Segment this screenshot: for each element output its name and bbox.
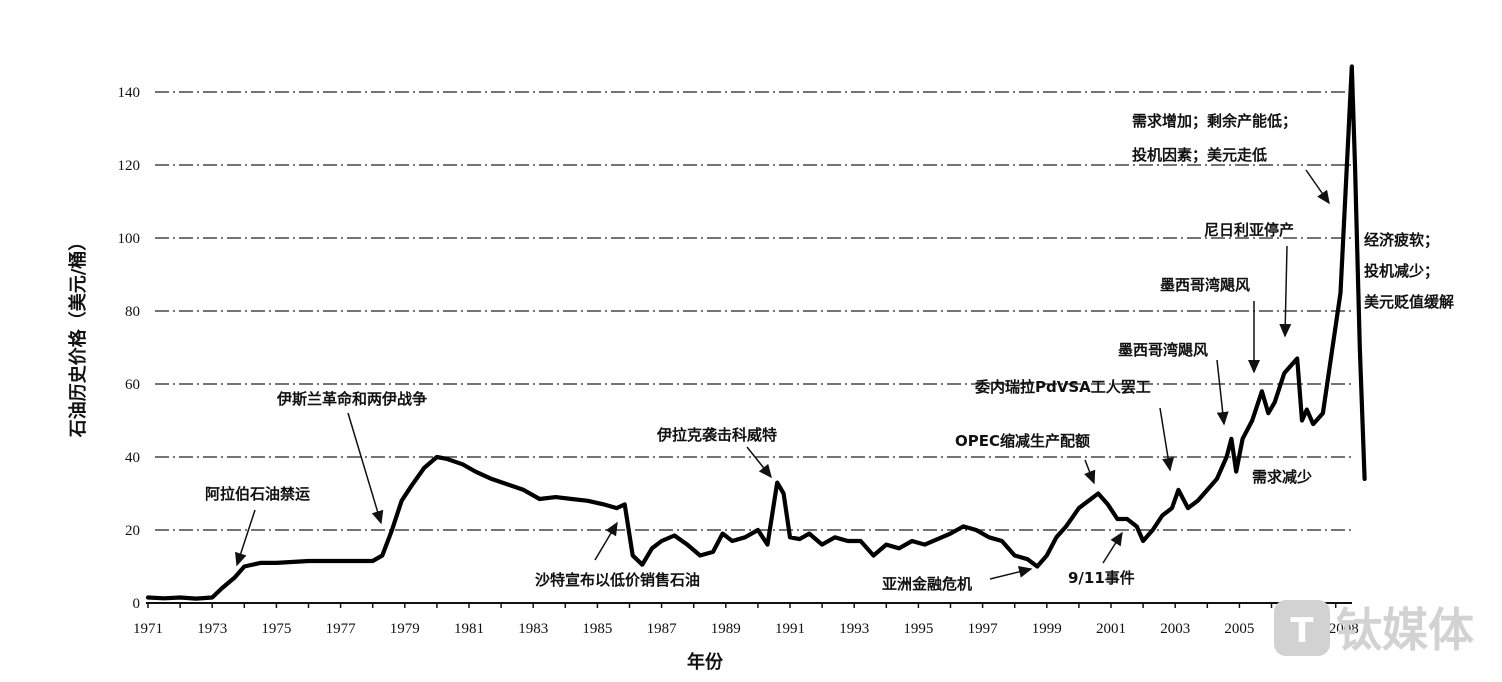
annotation-fall-line-1: 经济疲软； [1364, 231, 1439, 249]
annotation-venezuela-strike: 委内瑞拉PdVSA工人罢工 [975, 378, 1151, 396]
arrow-iraq-kuwait [746, 446, 772, 479]
arrow-911 [1102, 531, 1123, 564]
y-tick-label: 120 [118, 158, 141, 174]
x-tick-label: 1983 [518, 621, 548, 637]
annotation-iran-revolution: 伊斯兰革命和两伊战争 [276, 390, 427, 408]
annotation-fall-line-2: 投机减少； [1364, 262, 1439, 280]
arrow-peak [1305, 169, 1330, 205]
x-tick-label: 1985 [582, 621, 612, 637]
x-tick-label: 1973 [197, 621, 227, 637]
watermark-text: 钛媒体 [1336, 603, 1474, 657]
annotation-fall-line-3: 美元贬值缓解 [1364, 293, 1454, 311]
annotation-arab-embargo: 阿拉伯石油禁运 [205, 485, 310, 503]
x-tick-label: 1989 [711, 621, 741, 637]
y-axis-ticks: 0 20 40 60 80 100 120 140 [118, 85, 141, 612]
x-tick-label: 1979 [390, 621, 420, 637]
annotation-opec-cut: OPEC缩减生产配额 [955, 432, 1090, 450]
x-tick-label: 1987 [647, 621, 678, 637]
price-line [145, 64, 1367, 601]
x-tick-label: 1993 [839, 621, 869, 637]
y-tick-label: 0 [133, 596, 141, 612]
x-tick-label: 1991 [775, 621, 805, 637]
x-tick-label: 1997 [968, 621, 999, 637]
annotations: 阿拉伯石油禁运 伊斯兰革命和两伊战争 沙特宣布以低价销售石油 伊拉克袭击科威特 … [205, 112, 1454, 593]
x-tick-label: 2001 [1096, 621, 1126, 637]
x-tick-label: 2008 [1329, 621, 1359, 637]
annotation-911: 9/11事件 [1068, 569, 1135, 587]
annotation-peak-line-2: 投机因素；美元走低 [1132, 146, 1267, 164]
x-axis-title: 年份 [687, 651, 724, 673]
arrow-venezuela-strike [1159, 407, 1175, 472]
y-tick-label: 60 [125, 377, 140, 393]
annotation-asian-crisis: 亚洲金融危机 [882, 575, 972, 593]
y-tick-label: 140 [118, 85, 141, 101]
annotation-gulf-hurricane-2: 墨西哥湾飓风 [1160, 276, 1250, 294]
x-tick-label: 2003 [1160, 621, 1190, 637]
gridlines [155, 91, 1352, 531]
y-tick-label: 20 [125, 523, 140, 539]
svg-text:T: T [1290, 611, 1314, 651]
x-tick-label: 1977 [326, 621, 357, 637]
x-axis: 1971 1973 1975 1977 1979 1981 1983 1985 1987 1989… [133, 602, 1359, 637]
y-tick-label: 80 [125, 304, 140, 320]
arrow-nigeria-stoppage [1279, 245, 1292, 338]
annotation-peak-line-1: 需求增加；剩余产能低； [1132, 112, 1297, 130]
x-tick-label: 1999 [1032, 621, 1062, 637]
annotation-nigeria-stoppage: 尼日利亚停产 [1204, 221, 1294, 239]
y-tick-label: 40 [125, 450, 140, 466]
annotation-demand-decrease: 需求减少 [1252, 468, 1312, 486]
x-tick-label: 1995 [903, 621, 933, 637]
annotation-iraq-kuwait: 伊拉克袭击科威特 [656, 426, 777, 444]
arrow-iran-revolution [347, 412, 384, 525]
arrow-opec-cut [1084, 459, 1096, 485]
y-tick-label: 100 [118, 231, 141, 247]
annotation-gulf-hurricane-1: 墨西哥湾飓风 [1118, 341, 1208, 359]
watermark: T 钛媒体 [1272, 596, 1500, 660]
x-tick-label: 1975 [261, 621, 291, 637]
arrow-gulf-hurricane-1 [1216, 359, 1229, 426]
x-tick-label: 1981 [454, 621, 484, 637]
arrow-saudi-low-price [594, 521, 618, 561]
y-axis-title: 石油历史价格（美元/桶） [67, 233, 89, 439]
arrow-asian-crisis [989, 566, 1033, 580]
x-tick-label: 2005 [1224, 621, 1254, 637]
annotation-saudi-low-price: 沙特宣布以低价销售石油 [535, 571, 700, 589]
x-tick-label: 1971 [133, 621, 163, 637]
watermark-logo-icon [1274, 600, 1330, 656]
arrow-arab-embargo [235, 509, 256, 567]
